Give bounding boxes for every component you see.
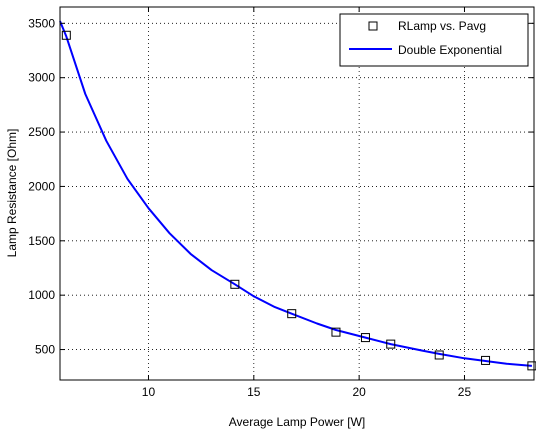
y-tick-labels: 500 1000 1500 2000 2500 3000 3500 [28, 16, 55, 356]
axis-ticks [60, 7, 534, 380]
plot-frame [59, 6, 535, 381]
x-tick-label: 25 [458, 385, 472, 399]
y-tick-label: 1000 [28, 288, 55, 302]
x-tick-labels: 10 15 20 25 [142, 385, 472, 399]
x-axis-label: Average Lamp Power [W] [229, 415, 366, 429]
x-tick-label: 15 [247, 385, 261, 399]
legend-box [339, 13, 529, 67]
y-axis-label: Lamp Resistance [Ohm] [5, 129, 19, 258]
legend-label-rlamp: RLamp vs. Pavg [398, 19, 486, 33]
y-tick-label: 3500 [28, 16, 55, 30]
fit-curve-line [59, 20, 532, 367]
grid-lines [60, 7, 534, 380]
fit-curve-layer [59, 20, 532, 367]
data-point-marker [331, 327, 341, 337]
y-tick-label: 1500 [28, 234, 55, 248]
data-point-marker [230, 279, 240, 289]
x-tick-label: 10 [142, 385, 156, 399]
data-point-marker [61, 30, 71, 40]
y-tick-label: 500 [35, 343, 55, 357]
data-point-marker [434, 350, 444, 360]
legend-label-fit: Double Exponential [398, 43, 502, 57]
data-point-marker [481, 355, 491, 365]
y-tick-label: 2000 [28, 179, 55, 193]
data-point-marker [287, 309, 297, 319]
data-point-marker [386, 339, 396, 349]
data-point-marker [360, 333, 370, 343]
legend-marker-square [368, 21, 378, 31]
x-tick-label: 20 [352, 385, 366, 399]
y-tick-label: 3000 [28, 71, 55, 85]
legend: RLamp vs. Pavg Double Exponential [339, 13, 529, 67]
y-tick-label: 2500 [28, 125, 55, 139]
